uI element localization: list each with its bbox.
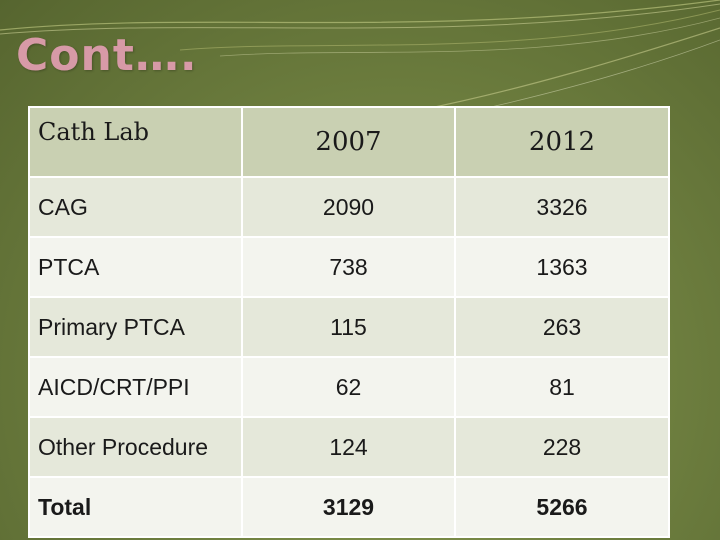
- row-label: Total: [28, 476, 243, 538]
- header-cath-lab: Cath Lab: [28, 106, 243, 178]
- row-value-2007: 3129: [241, 476, 456, 538]
- row-value-2012: 228: [454, 416, 670, 478]
- table-row: PTCA 738 1363: [28, 236, 670, 298]
- row-value-2012: 263: [454, 296, 670, 358]
- table-header-row: Cath Lab 2007 2012: [28, 106, 670, 178]
- row-label: CAG: [28, 176, 243, 238]
- row-value-2007: 124: [241, 416, 456, 478]
- row-label: Primary PTCA: [28, 296, 243, 358]
- row-label: AICD/CRT/PPI: [28, 356, 243, 418]
- row-value-2007: 738: [241, 236, 456, 298]
- row-value-2012: 81: [454, 356, 670, 418]
- table-row-total: Total 3129 5266: [28, 476, 670, 538]
- row-label: PTCA: [28, 236, 243, 298]
- row-label: Other Procedure: [28, 416, 243, 478]
- cath-lab-table: Cath Lab 2007 2012 CAG 2090 3326 PTCA 73…: [28, 106, 670, 538]
- decorative-swoosh: [0, 0, 720, 115]
- table-row: CAG 2090 3326: [28, 176, 670, 238]
- table-row: Other Procedure 124 228: [28, 416, 670, 478]
- row-value-2012: 1363: [454, 236, 670, 298]
- header-year-2012: 2012: [454, 106, 670, 178]
- table-row: AICD/CRT/PPI 62 81: [28, 356, 670, 418]
- row-value-2007: 62: [241, 356, 456, 418]
- slide-title: Cont….: [16, 30, 198, 81]
- row-value-2007: 115: [241, 296, 456, 358]
- row-value-2012: 3326: [454, 176, 670, 238]
- row-value-2007: 2090: [241, 176, 456, 238]
- header-year-2007: 2007: [241, 106, 456, 178]
- table-row: Primary PTCA 115 263: [28, 296, 670, 358]
- row-value-2012: 5266: [454, 476, 670, 538]
